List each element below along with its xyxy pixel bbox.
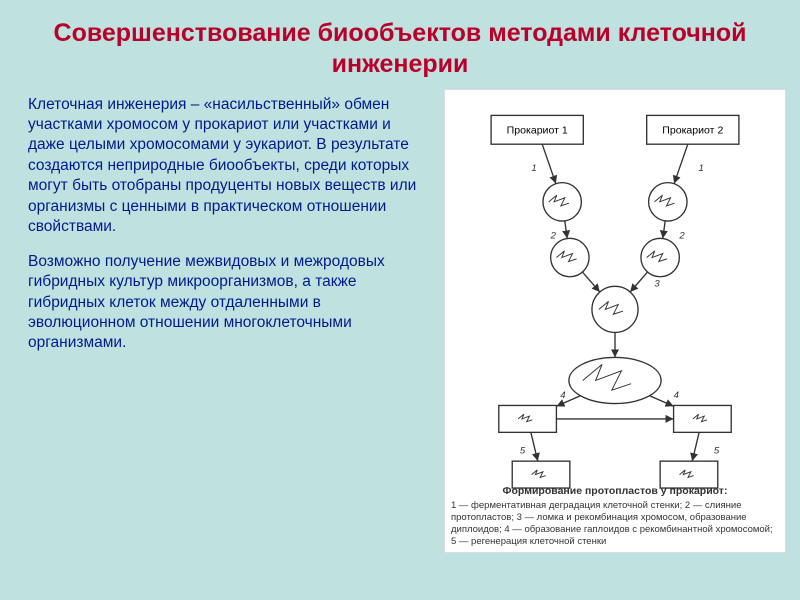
- figure-caption: Формирование протопластов у прокариот: 1…: [451, 485, 779, 548]
- term: Клеточная инженерия: [28, 96, 186, 113]
- slide-title: Совершенствование биообъектов методами к…: [0, 0, 800, 87]
- svg-text:2: 2: [550, 230, 557, 241]
- p1-rest: – «насильственный» обмен участками хромо…: [28, 96, 416, 236]
- figure-panel: 1 1 2 2 3 4 4 5 5 Прокариот 1 Прокариот 2 Формиров…: [444, 89, 786, 553]
- paragraph-2: Возможно получение межвидовых и межродов…: [28, 252, 428, 354]
- svg-text:1: 1: [531, 163, 536, 174]
- figure-caption-body: 1 — ферментативная деградация клеточной …: [451, 500, 779, 548]
- svg-text:4: 4: [560, 389, 565, 400]
- svg-text:5: 5: [714, 445, 720, 456]
- svg-text:2: 2: [678, 230, 685, 241]
- svg-text:5: 5: [520, 445, 526, 456]
- svg-text:1: 1: [699, 163, 704, 174]
- svg-text:Прокариот 1: Прокариот 1: [507, 124, 568, 136]
- figure-caption-title: Формирование протопластов у прокариот:: [451, 485, 779, 498]
- paragraph-1: Клеточная инженерия – «насильственный» о…: [28, 95, 428, 238]
- slide-root: Совершенствование биообъектов методами к…: [0, 0, 800, 600]
- svg-text:Прокариот 2: Прокариот 2: [662, 124, 723, 136]
- svg-text:3: 3: [654, 278, 660, 289]
- svg-text:4: 4: [674, 389, 679, 400]
- content-row: Клеточная инженерия – «насильственный» о…: [0, 87, 800, 553]
- figure-svg: 1 1 2 2 3 4 4 5 5 Прокариот 1 Прокариот 2: [445, 90, 785, 500]
- text-column: Клеточная инженерия – «насильственный» о…: [28, 95, 428, 553]
